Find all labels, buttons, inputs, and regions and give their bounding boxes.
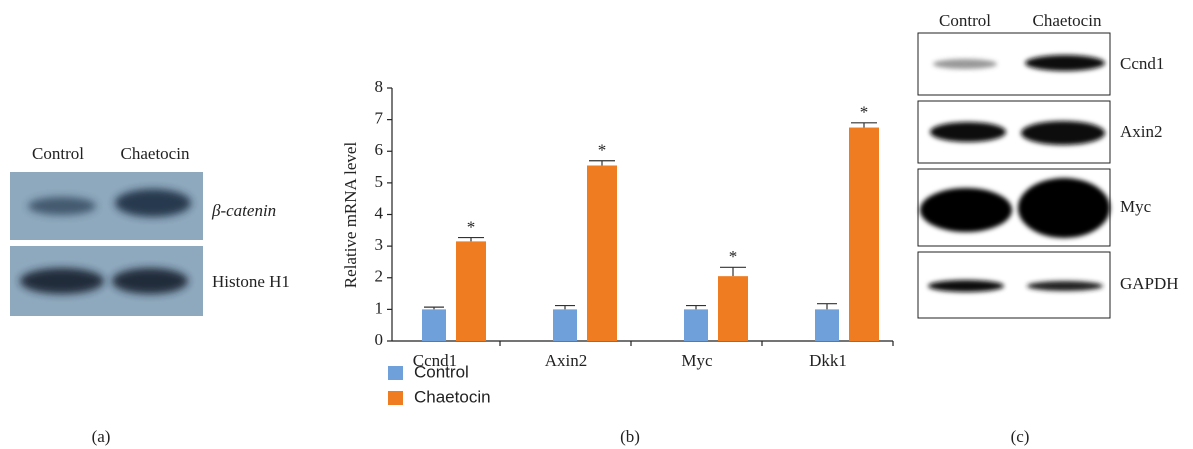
x-tick-label: Myc	[681, 351, 713, 370]
band	[28, 197, 96, 215]
bar-chart: Relative mRNA level (b) 0 1 2 3 4 5 6 7 8 Ccnd1 * A…	[341, 77, 894, 446]
legend-label: Chaetocin	[414, 387, 491, 406]
panel-c: Control Chaetocin Ccnd1 Axin2 Myc GAPDH …	[917, 11, 1179, 446]
lane-label: Control	[32, 144, 84, 163]
y-tick-label: 5	[375, 172, 384, 191]
bar	[553, 309, 577, 341]
y-tick-label: 4	[375, 203, 384, 222]
band	[933, 59, 997, 69]
band-label: Ccnd1	[1120, 54, 1164, 73]
band-label: Histone H1	[212, 272, 290, 291]
significance-mark: *	[860, 103, 869, 122]
caption: (b)	[620, 427, 640, 446]
legend-swatch	[388, 366, 403, 380]
bar	[815, 309, 839, 341]
bar	[456, 241, 486, 341]
y-tick-label: 0	[375, 330, 384, 349]
band-label: β-catenin	[211, 201, 276, 220]
band	[1021, 121, 1105, 145]
band	[1018, 178, 1110, 238]
x-tick-label: Axin2	[545, 351, 588, 370]
band	[20, 268, 104, 294]
significance-mark: *	[729, 247, 738, 266]
band	[920, 188, 1012, 232]
band-label: Axin2	[1120, 122, 1163, 141]
y-tick-label: 6	[375, 140, 384, 159]
band	[115, 189, 191, 217]
y-tick-label: 7	[375, 109, 384, 128]
band	[930, 122, 1006, 142]
band	[928, 280, 1004, 292]
significance-mark: *	[467, 217, 476, 236]
y-axis-title: Relative mRNA level	[341, 142, 360, 289]
band-label: GAPDH	[1120, 274, 1179, 293]
caption: (c)	[1011, 427, 1030, 446]
y-tick-label: 1	[375, 298, 384, 317]
band	[1025, 55, 1105, 71]
y-tick-label: 2	[375, 267, 384, 286]
bar	[718, 276, 748, 341]
band	[112, 268, 188, 294]
band-label: Myc	[1120, 197, 1152, 216]
lane-label: Chaetocin	[121, 144, 190, 163]
legend-swatch	[388, 391, 403, 405]
y-tick-label: 3	[375, 235, 384, 254]
panel-a: Control Chaetocin β-catenin Histone H1 (…	[10, 144, 290, 446]
legend-label: Control	[414, 362, 469, 381]
band	[1027, 281, 1103, 291]
y-tick-label: 8	[375, 77, 384, 96]
bar	[422, 309, 446, 341]
x-tick-label: Dkk1	[809, 351, 847, 370]
bar	[587, 165, 617, 341]
significance-mark: *	[598, 141, 607, 160]
lane-label: Control	[939, 11, 991, 30]
bar	[849, 127, 879, 341]
lane-label: Chaetocin	[1033, 11, 1102, 30]
x-tick-label: Ccnd1	[413, 351, 457, 370]
bar	[684, 309, 708, 341]
caption: (a)	[92, 427, 111, 446]
